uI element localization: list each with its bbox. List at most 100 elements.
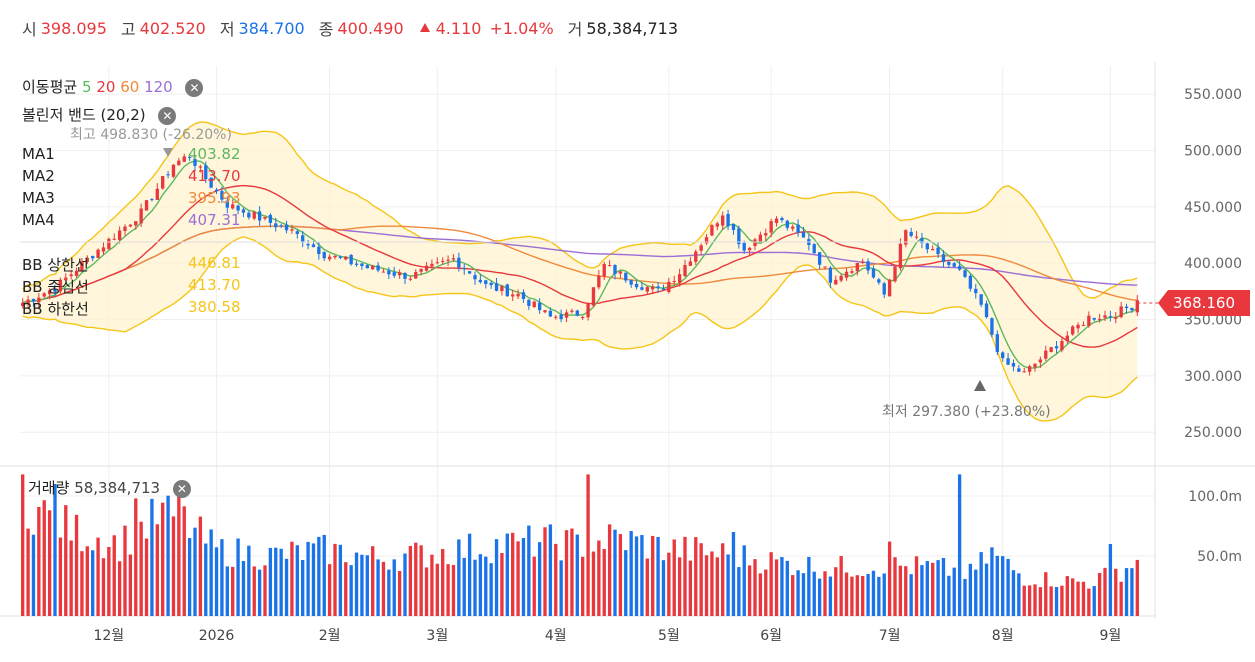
candle-body xyxy=(527,299,531,306)
candle-body xyxy=(1017,368,1021,372)
candle-body xyxy=(984,303,989,318)
volume-bar xyxy=(640,535,644,616)
volume-bar xyxy=(1006,558,1010,616)
candle-body xyxy=(139,208,143,224)
ma60-line xyxy=(22,225,1138,304)
candle-body xyxy=(1114,317,1118,319)
volume-bar xyxy=(274,547,278,616)
candle-body xyxy=(747,247,752,251)
candle-body xyxy=(209,177,213,188)
time-tick-label: 12월 xyxy=(93,628,124,644)
indicator-row: BB 중심선 413.70 xyxy=(22,276,252,298)
volume-bar xyxy=(301,560,305,616)
volume-bar xyxy=(575,534,579,616)
candle-body xyxy=(575,310,579,316)
candle-body xyxy=(511,294,515,297)
volume-bar xyxy=(893,557,897,616)
volume-bar xyxy=(85,546,89,616)
ma-period-60: 60 xyxy=(120,78,140,96)
candle-body xyxy=(1049,347,1053,352)
volume-bar xyxy=(161,502,165,616)
volume-bar xyxy=(742,545,746,616)
volume-bar xyxy=(570,528,574,616)
volume-bar xyxy=(629,531,633,616)
candle-body xyxy=(241,209,246,213)
volume-bar xyxy=(1114,568,1118,616)
candle-body xyxy=(419,268,423,272)
candle-body xyxy=(516,293,520,297)
indicator-row: BB 상한선 446.81 xyxy=(22,254,252,276)
candle-body xyxy=(85,257,89,262)
volume-bar xyxy=(220,539,224,616)
candle-body xyxy=(893,266,897,282)
candle-body xyxy=(107,238,111,249)
volume-bar xyxy=(214,547,219,616)
volume-bar xyxy=(887,541,892,616)
volume-bar xyxy=(968,563,973,616)
time-tick-label: 2월 xyxy=(319,628,341,644)
candle-body xyxy=(317,246,321,255)
volume-bar xyxy=(1071,578,1075,616)
close-circle-icon[interactable]: ✕ xyxy=(158,106,177,125)
volume-bar xyxy=(1108,544,1113,616)
volume-label: 거 xyxy=(567,20,583,39)
ohlc-header: 시 398.095 고 402.520 저 384.700 종 400.490 … xyxy=(22,14,692,42)
volume-bar xyxy=(613,529,617,616)
candle-body xyxy=(101,247,106,252)
volume-bar xyxy=(866,574,870,616)
volume-bar xyxy=(311,543,316,616)
candle-body xyxy=(801,232,806,238)
volume-bar xyxy=(769,552,773,616)
volume-bar xyxy=(1081,581,1086,616)
volume-bar xyxy=(597,540,601,616)
volume-bar xyxy=(414,542,418,616)
candle-body xyxy=(193,159,197,166)
candle-body xyxy=(279,225,283,227)
candle-body xyxy=(904,230,908,245)
candle-body xyxy=(123,226,127,231)
candle-body xyxy=(257,211,262,221)
candle-body xyxy=(1097,318,1102,320)
candle-body xyxy=(812,244,816,254)
candle-body xyxy=(451,258,456,260)
volume-bar xyxy=(1027,585,1032,616)
volume-bar xyxy=(909,574,913,616)
volume-bar xyxy=(1060,585,1064,616)
volume-bar xyxy=(177,481,181,616)
time-tick-label: 8월 xyxy=(992,628,1014,644)
volume-bar xyxy=(284,558,289,616)
candle-body xyxy=(828,267,833,283)
volume-bar xyxy=(823,571,827,616)
close-circle-icon[interactable]: ✕ xyxy=(172,479,191,498)
candle-body xyxy=(1006,358,1010,365)
high-annotation: 최고 498.830 (-26.20%) xyxy=(70,127,232,143)
volume-bar xyxy=(1097,572,1102,616)
candle-body xyxy=(231,204,235,209)
volume-bar xyxy=(155,524,159,616)
volume-bar xyxy=(1087,588,1091,616)
volume-bar xyxy=(123,525,127,616)
volume-bar xyxy=(591,551,596,616)
volume-bar xyxy=(58,537,63,616)
candle-body xyxy=(1103,315,1107,318)
volume-bar xyxy=(446,564,450,616)
volume-bar xyxy=(500,553,504,616)
volume-bar xyxy=(941,557,946,616)
low-marker-icon xyxy=(974,380,986,391)
volume-bar xyxy=(1076,581,1080,616)
volume-bar xyxy=(360,554,364,616)
low-annotation: 최저 297.380 (+23.80%) xyxy=(882,404,1051,420)
candle-body xyxy=(462,267,466,270)
candle-body xyxy=(537,302,542,311)
candle-body xyxy=(667,281,671,292)
change-value: 4.110 xyxy=(435,18,482,38)
candle-body xyxy=(936,247,940,255)
candle-body xyxy=(333,255,337,258)
volume-bar xyxy=(618,534,623,616)
candle-body xyxy=(80,261,84,272)
candle-body xyxy=(274,223,278,228)
candle-body xyxy=(877,279,881,283)
close-circle-icon[interactable]: ✕ xyxy=(185,78,204,97)
time-tick-label: 3월 xyxy=(426,628,448,644)
